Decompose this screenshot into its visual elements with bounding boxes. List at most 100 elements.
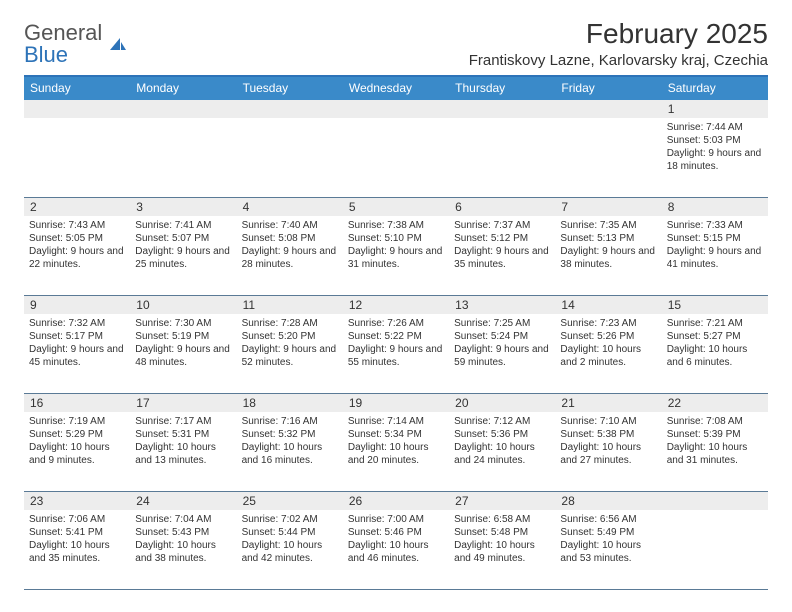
daylight-text: Daylight: 10 hours and 46 minutes. [348,539,444,565]
day-cell [130,118,236,197]
day-cell: Sunrise: 7:02 AMSunset: 5:44 PMDaylight:… [237,510,343,589]
weekday-label: Wednesday [343,77,449,100]
sunrise-text: Sunrise: 7:28 AM [242,317,338,330]
sunrise-text: Sunrise: 7:43 AM [29,219,125,232]
week-row: Sunrise: 7:19 AMSunset: 5:29 PMDaylight:… [24,412,768,492]
day-number: 14 [555,296,661,314]
sunrise-text: Sunrise: 7:02 AM [242,513,338,526]
day-number: 22 [662,394,768,412]
weekday-label: Monday [130,77,236,100]
sunrise-text: Sunrise: 7:40 AM [242,219,338,232]
daylight-text: Daylight: 9 hours and 38 minutes. [560,245,656,271]
day-number: 28 [555,492,661,510]
day-number: 26 [343,492,449,510]
day-cell: Sunrise: 7:14 AMSunset: 5:34 PMDaylight:… [343,412,449,491]
day-cell: Sunrise: 7:44 AMSunset: 5:03 PMDaylight:… [662,118,768,197]
sunset-text: Sunset: 5:44 PM [242,526,338,539]
sunrise-text: Sunrise: 7:08 AM [667,415,763,428]
day-cell: Sunrise: 7:17 AMSunset: 5:31 PMDaylight:… [130,412,236,491]
day-cell: Sunrise: 7:35 AMSunset: 5:13 PMDaylight:… [555,216,661,295]
day-number-row: 232425262728 [24,492,768,510]
sunrise-text: Sunrise: 7:25 AM [454,317,550,330]
day-number: 3 [130,198,236,216]
sunset-text: Sunset: 5:24 PM [454,330,550,343]
sunrise-text: Sunrise: 7:41 AM [135,219,231,232]
sunset-text: Sunset: 5:05 PM [29,232,125,245]
daylight-text: Daylight: 9 hours and 18 minutes. [667,147,763,173]
day-cell: Sunrise: 7:28 AMSunset: 5:20 PMDaylight:… [237,314,343,393]
day-number: 11 [237,296,343,314]
daylight-text: Daylight: 10 hours and 2 minutes. [560,343,656,369]
sunset-text: Sunset: 5:49 PM [560,526,656,539]
sunset-text: Sunset: 5:27 PM [667,330,763,343]
day-number: 5 [343,198,449,216]
day-number: 25 [237,492,343,510]
sunset-text: Sunset: 5:39 PM [667,428,763,441]
daylight-text: Daylight: 10 hours and 31 minutes. [667,441,763,467]
day-number: 6 [449,198,555,216]
daylight-text: Daylight: 10 hours and 9 minutes. [29,441,125,467]
day-number [237,100,343,118]
day-number: 21 [555,394,661,412]
sunrise-text: Sunrise: 7:00 AM [348,513,444,526]
day-cell: Sunrise: 7:10 AMSunset: 5:38 PMDaylight:… [555,412,661,491]
day-cell: Sunrise: 7:26 AMSunset: 5:22 PMDaylight:… [343,314,449,393]
daylight-text: Daylight: 9 hours and 31 minutes. [348,245,444,271]
day-number-row: 2345678 [24,198,768,216]
sunset-text: Sunset: 5:17 PM [29,330,125,343]
day-cell: Sunrise: 7:40 AMSunset: 5:08 PMDaylight:… [237,216,343,295]
daylight-text: Daylight: 9 hours and 22 minutes. [29,245,125,271]
daylight-text: Daylight: 9 hours and 41 minutes. [667,245,763,271]
sunrise-text: Sunrise: 7:14 AM [348,415,444,428]
sunrise-text: Sunrise: 7:16 AM [242,415,338,428]
header: General Blue February 2025 Frantiskovy L… [24,18,768,69]
day-cell [449,118,555,197]
sunset-text: Sunset: 5:38 PM [560,428,656,441]
daylight-text: Daylight: 10 hours and 13 minutes. [135,441,231,467]
day-number: 19 [343,394,449,412]
day-cell: Sunrise: 7:38 AMSunset: 5:10 PMDaylight:… [343,216,449,295]
sunrise-text: Sunrise: 7:38 AM [348,219,444,232]
week-row: Sunrise: 7:06 AMSunset: 5:41 PMDaylight:… [24,510,768,590]
month-title: February 2025 [469,18,768,50]
day-cell: Sunrise: 7:37 AMSunset: 5:12 PMDaylight:… [449,216,555,295]
day-cell: Sunrise: 7:16 AMSunset: 5:32 PMDaylight:… [237,412,343,491]
sunset-text: Sunset: 5:26 PM [560,330,656,343]
day-cell: Sunrise: 7:41 AMSunset: 5:07 PMDaylight:… [130,216,236,295]
week-row: Sunrise: 7:43 AMSunset: 5:05 PMDaylight:… [24,216,768,296]
day-number [343,100,449,118]
day-cell: Sunrise: 7:06 AMSunset: 5:41 PMDaylight:… [24,510,130,589]
sunset-text: Sunset: 5:32 PM [242,428,338,441]
day-cell: Sunrise: 7:04 AMSunset: 5:43 PMDaylight:… [130,510,236,589]
sunset-text: Sunset: 5:10 PM [348,232,444,245]
day-number [24,100,130,118]
sunrise-text: Sunrise: 6:56 AM [560,513,656,526]
sunset-text: Sunset: 5:12 PM [454,232,550,245]
daylight-text: Daylight: 10 hours and 27 minutes. [560,441,656,467]
day-cell [343,118,449,197]
daylight-text: Daylight: 10 hours and 6 minutes. [667,343,763,369]
day-number: 18 [237,394,343,412]
day-cell: Sunrise: 7:08 AMSunset: 5:39 PMDaylight:… [662,412,768,491]
day-cell: Sunrise: 7:00 AMSunset: 5:46 PMDaylight:… [343,510,449,589]
sunrise-text: Sunrise: 7:19 AM [29,415,125,428]
day-cell [555,118,661,197]
daylight-text: Daylight: 10 hours and 42 minutes. [242,539,338,565]
brand-text-2: Blue [24,42,68,67]
day-number: 23 [24,492,130,510]
week-row: Sunrise: 7:32 AMSunset: 5:17 PMDaylight:… [24,314,768,394]
daylight-text: Daylight: 9 hours and 45 minutes. [29,343,125,369]
day-number [449,100,555,118]
weeks-container: 1Sunrise: 7:44 AMSunset: 5:03 PMDaylight… [24,100,768,590]
sunset-text: Sunset: 5:41 PM [29,526,125,539]
sunrise-text: Sunrise: 7:10 AM [560,415,656,428]
sunset-text: Sunset: 5:22 PM [348,330,444,343]
daylight-text: Daylight: 9 hours and 48 minutes. [135,343,231,369]
sunset-text: Sunset: 5:31 PM [135,428,231,441]
title-block: February 2025 Frantiskovy Lazne, Karlova… [469,18,768,69]
day-number: 27 [449,492,555,510]
sunset-text: Sunset: 5:48 PM [454,526,550,539]
day-number: 1 [662,100,768,118]
sunset-text: Sunset: 5:08 PM [242,232,338,245]
sunset-text: Sunset: 5:20 PM [242,330,338,343]
